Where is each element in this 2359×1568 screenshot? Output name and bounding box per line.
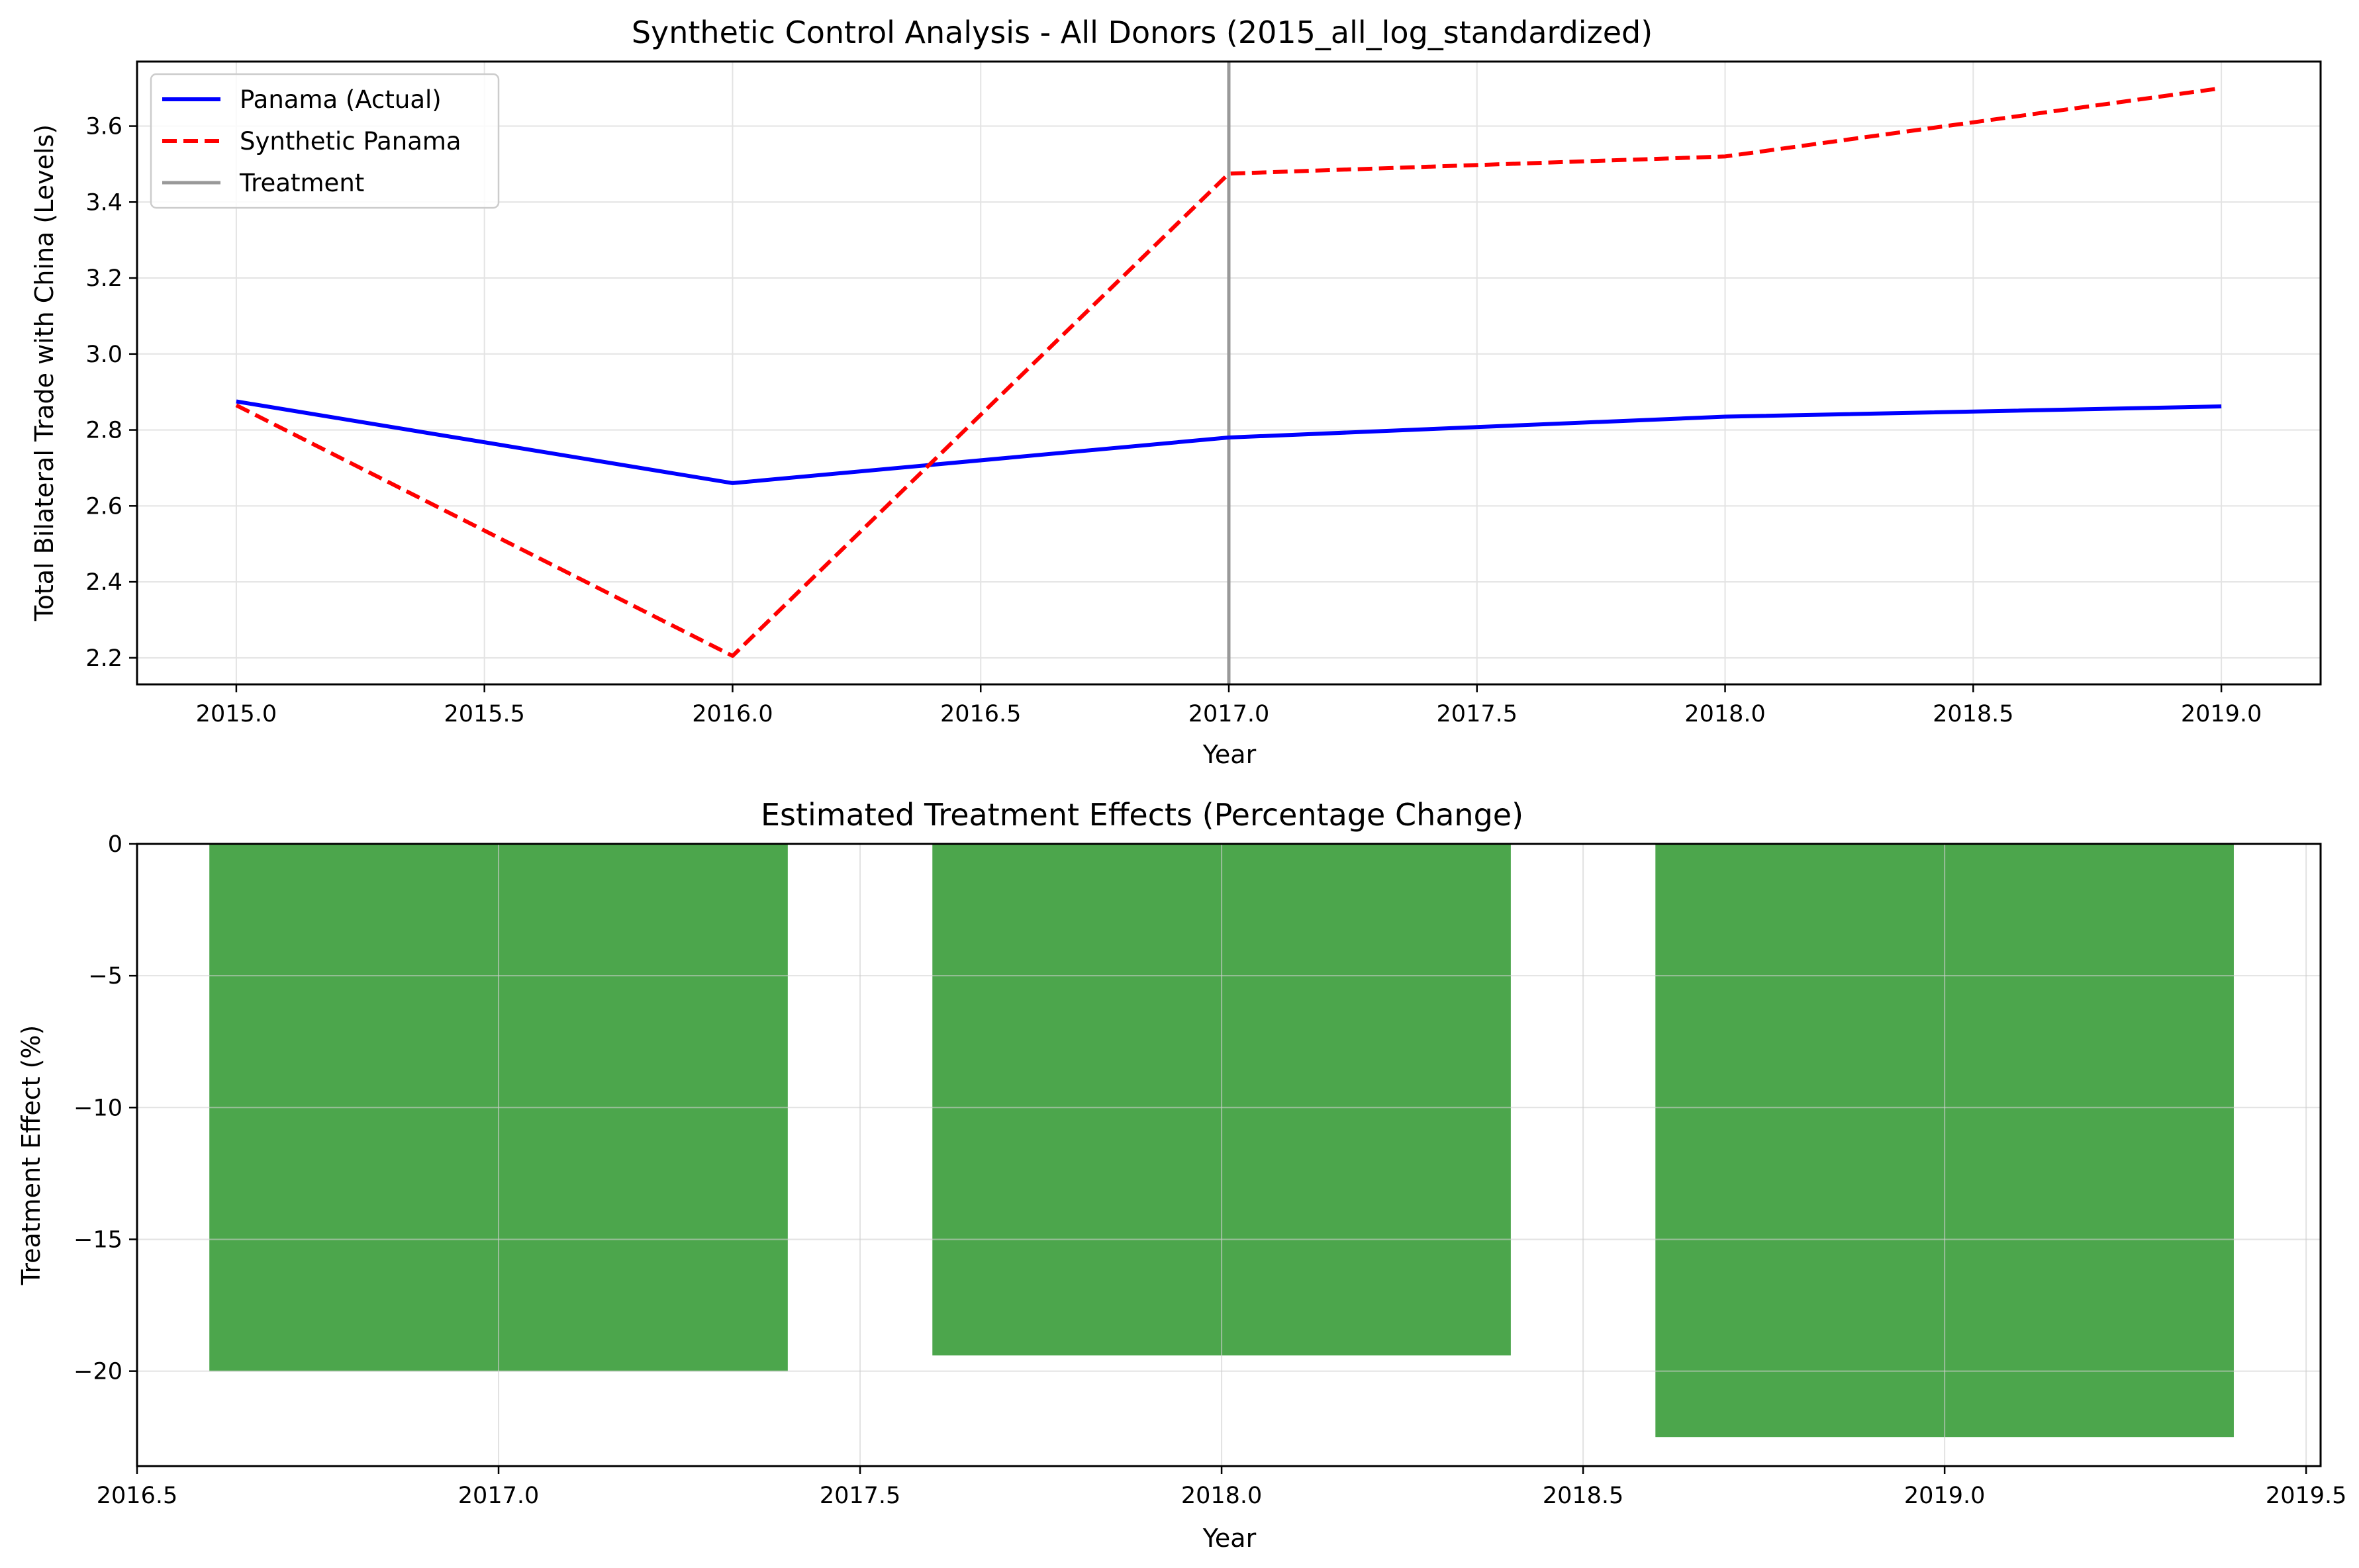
top-x-axis-label: Year [1202, 740, 1257, 769]
bottom-panel: Estimated Treatment Effects (Percentage … [17, 797, 2346, 1553]
top-y-tick-label: 2.2 [85, 645, 122, 672]
bottom-x-tick-label: 2016.5 [97, 1483, 177, 1509]
top-y-tick-label: 3.6 [85, 114, 122, 140]
bottom-x-tick-label: 2017.0 [458, 1483, 539, 1509]
bottom-y-tick-label: 0 [108, 831, 122, 858]
actual-series-line [236, 399, 2222, 485]
bottom-x-ticks: 2016.5 2017.0 2017.5 2018.0 2018.5 2019.0 2019… [97, 1466, 2346, 1509]
bottom-y-axis-label: Treatment Effect (%) [17, 1025, 46, 1286]
top-panel: Synthetic Control Analysis - All Donors … [30, 15, 2322, 769]
top-y-tick-label: 3.2 [85, 265, 122, 292]
top-y-ticks: 2.2 2.4 2.6 2.8 3.0 3.2 3.4 3.6 [85, 114, 137, 672]
bottom-y-tick-label: −15 [73, 1226, 122, 1253]
top-y-tick-label: 3.0 [85, 342, 122, 368]
top-y-tick-label: 2.4 [85, 569, 122, 596]
top-x-ticks: 2015.0 2015.5 2016.0 2016.5 2017.0 2017.5 2018… [196, 684, 2262, 727]
top-x-tick-label: 2016.5 [940, 701, 1021, 727]
top-chart-title: Synthetic Control Analysis - All Donors … [632, 15, 1653, 50]
top-y-tick-label: 3.4 [85, 189, 122, 216]
bottom-x-tick-label: 2018.0 [1181, 1483, 1262, 1509]
top-x-tick-label: 2015.5 [444, 701, 524, 727]
bottom-x-tick-label: 2017.5 [820, 1483, 900, 1509]
bottom-y-tick-label: −20 [73, 1359, 122, 1385]
bottom-x-axis-label: Year [1202, 1524, 1257, 1553]
bottom-x-tick-label: 2019.0 [1904, 1483, 1985, 1509]
legend: Panama (Actual) Synthetic Panama Treatme… [150, 73, 500, 209]
top-x-tick-label: 2018.0 [1684, 701, 1765, 727]
top-x-tick-label: 2017.5 [1437, 701, 1517, 727]
top-plot-marks [235, 62, 2222, 684]
bottom-x-tick-label: 2019.5 [2266, 1483, 2346, 1509]
bottom-y-tick-label: −5 [88, 963, 122, 990]
bottom-chart-title: Estimated Treatment Effects (Percentage … [761, 797, 1523, 833]
legend-label-actual: Panama (Actual) [240, 85, 442, 114]
legend-label-synthetic: Synthetic Panama [240, 127, 461, 156]
top-x-tick-label: 2017.0 [1188, 701, 1269, 727]
top-y-tick-label: 2.6 [85, 493, 122, 520]
bottom-x-tick-label: 2018.5 [1543, 1483, 1623, 1509]
synthetic-series-line [235, 86, 2222, 658]
bottom-y-ticks: 0 −5 −10 −15 −20 [73, 831, 137, 1385]
top-y-axis-label: Total Bilateral Trade with China (Levels… [30, 124, 59, 622]
bottom-y-tick-label: −10 [73, 1095, 122, 1121]
top-x-tick-label: 2015.0 [196, 701, 277, 727]
top-x-tick-label: 2018.5 [1933, 701, 2013, 727]
top-y-tick-label: 2.8 [85, 418, 122, 444]
bottom-plot-marks [136, 843, 2321, 1466]
top-x-tick-label: 2016.0 [692, 701, 773, 727]
top-x-tick-label: 2019.0 [2181, 701, 2262, 727]
legend-box [150, 73, 500, 209]
bottom-plot-frame [136, 843, 2322, 1467]
legend-label-treatment: Treatment [239, 169, 364, 197]
